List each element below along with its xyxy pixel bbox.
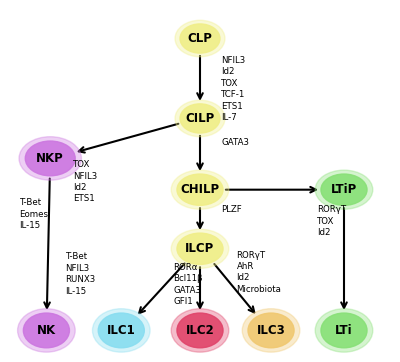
Ellipse shape bbox=[175, 20, 225, 57]
Ellipse shape bbox=[92, 309, 150, 352]
Ellipse shape bbox=[18, 309, 75, 352]
Text: CILP: CILP bbox=[185, 112, 215, 125]
Ellipse shape bbox=[177, 313, 223, 348]
Text: ILCP: ILCP bbox=[185, 242, 215, 255]
Text: ILC3: ILC3 bbox=[257, 324, 286, 337]
Text: GATA3: GATA3 bbox=[221, 138, 249, 147]
Text: PLZF: PLZF bbox=[221, 205, 242, 214]
Text: T-Bet
NFIL3
RUNX3
IL-15: T-Bet NFIL3 RUNX3 IL-15 bbox=[66, 252, 96, 296]
Text: RORγT
TOX
Id2: RORγT TOX Id2 bbox=[317, 205, 346, 237]
Ellipse shape bbox=[315, 309, 373, 352]
Ellipse shape bbox=[321, 174, 367, 205]
Text: LTi: LTi bbox=[335, 324, 353, 337]
Ellipse shape bbox=[19, 137, 82, 180]
Text: ILC1: ILC1 bbox=[107, 324, 136, 337]
Ellipse shape bbox=[242, 309, 300, 352]
Ellipse shape bbox=[177, 174, 223, 205]
Ellipse shape bbox=[248, 313, 294, 348]
Ellipse shape bbox=[171, 170, 229, 209]
Ellipse shape bbox=[177, 233, 223, 264]
Text: NFIL3
Id2
TOX
TCF-1
ETS1
IL-7: NFIL3 Id2 TOX TCF-1 ETS1 IL-7 bbox=[221, 56, 246, 122]
Text: RORα
Bcl11β
GATA3
GFI1: RORα Bcl11β GATA3 GFI1 bbox=[173, 263, 203, 306]
Ellipse shape bbox=[98, 313, 144, 348]
Ellipse shape bbox=[171, 309, 229, 352]
Ellipse shape bbox=[25, 141, 75, 176]
Text: CHILP: CHILP bbox=[180, 183, 220, 196]
Text: T-Bet
Eomes
IL-15: T-Bet Eomes IL-15 bbox=[20, 198, 48, 230]
Ellipse shape bbox=[180, 24, 220, 53]
Text: LTiP: LTiP bbox=[331, 183, 357, 196]
Ellipse shape bbox=[180, 104, 220, 133]
Text: TOX
NFIL3
Id2
ETS1: TOX NFIL3 Id2 ETS1 bbox=[73, 160, 98, 203]
Ellipse shape bbox=[171, 229, 229, 268]
Text: NKP: NKP bbox=[36, 152, 64, 165]
Ellipse shape bbox=[23, 313, 70, 348]
Ellipse shape bbox=[175, 100, 225, 137]
Text: ILC2: ILC2 bbox=[186, 324, 214, 337]
Ellipse shape bbox=[315, 170, 373, 209]
Text: CLP: CLP bbox=[188, 32, 212, 45]
Ellipse shape bbox=[321, 313, 367, 348]
Text: RORγT
AhR
Id2
Microbiota: RORγT AhR Id2 Microbiota bbox=[236, 251, 281, 294]
Text: NK: NK bbox=[37, 324, 56, 337]
